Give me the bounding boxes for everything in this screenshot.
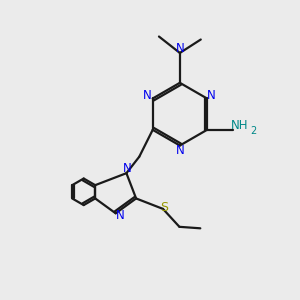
Text: N: N bbox=[143, 89, 152, 102]
Text: 2: 2 bbox=[250, 126, 256, 136]
Text: S: S bbox=[160, 201, 168, 214]
Text: N: N bbox=[207, 89, 216, 102]
Text: N: N bbox=[123, 162, 132, 175]
Text: N: N bbox=[116, 209, 125, 222]
Text: N: N bbox=[176, 42, 184, 55]
Text: NH: NH bbox=[230, 119, 248, 133]
Text: N: N bbox=[176, 144, 184, 158]
